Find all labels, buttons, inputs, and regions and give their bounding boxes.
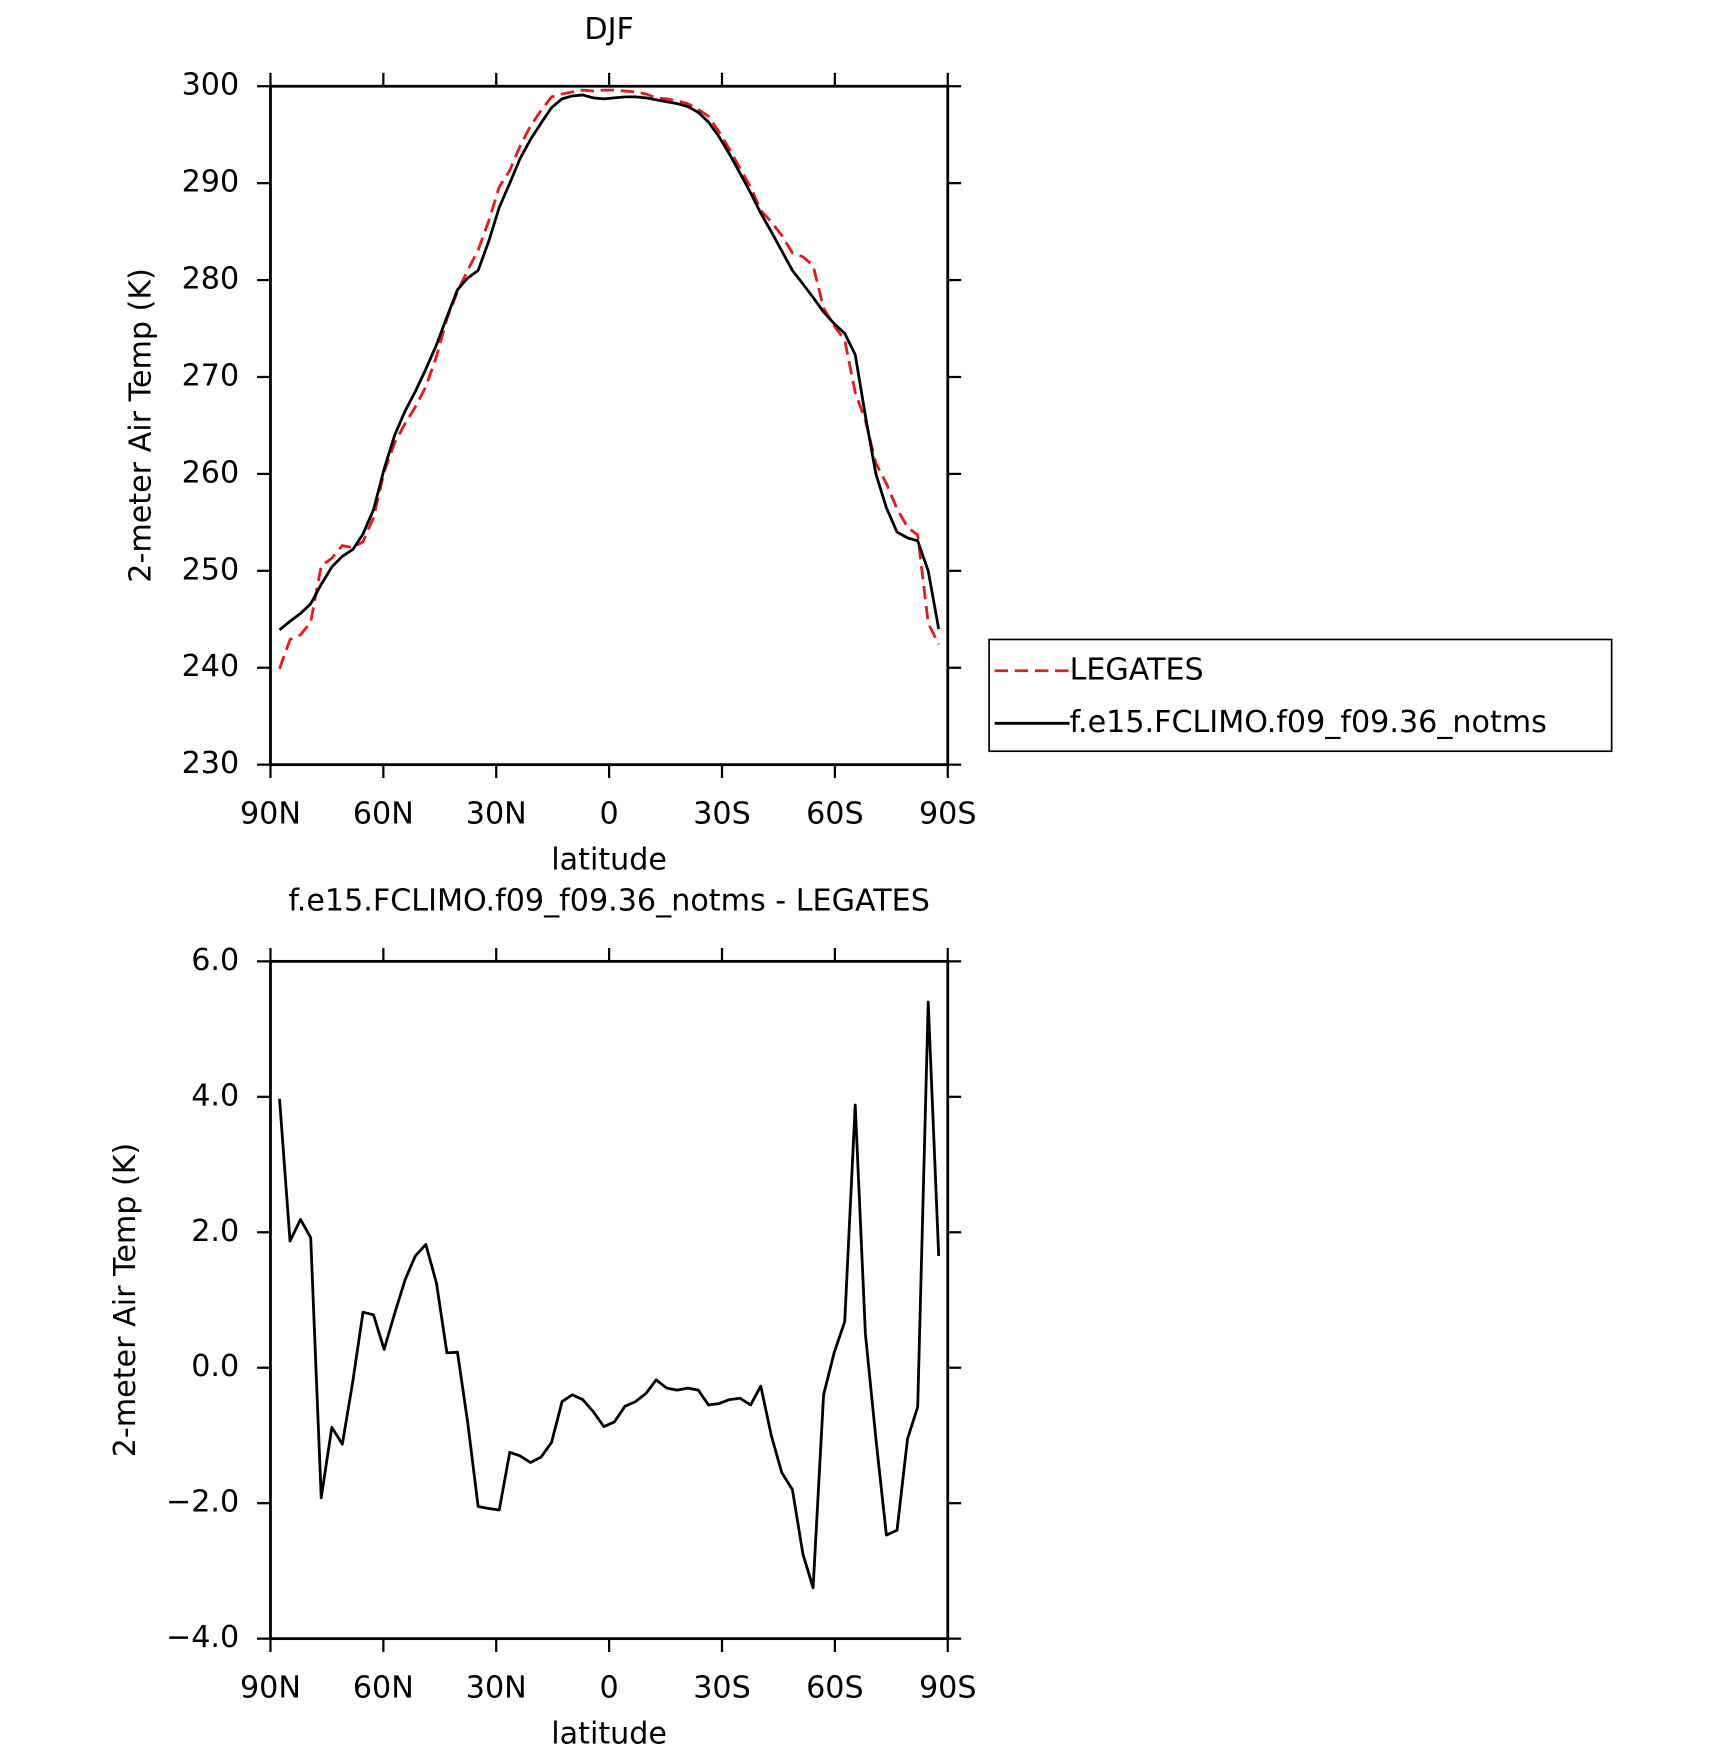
y-tick-label: 260: [182, 455, 240, 490]
y-tick-label: 280: [182, 262, 240, 297]
x-tick-label: 90N: [240, 796, 301, 831]
y-tick-label: 0.0: [191, 1349, 239, 1384]
x-tick-label: 60S: [806, 1670, 864, 1705]
plot-frame: [269, 959, 950, 1641]
x-tick-label: 60S: [806, 796, 864, 831]
chart-title: DJF: [584, 12, 633, 47]
y-tick-label: 270: [182, 358, 240, 393]
y-tick-label: 250: [182, 552, 240, 587]
x-tick-label: 90S: [919, 1670, 977, 1705]
y-tick-label: 6.0: [191, 943, 239, 978]
x-tick-label: 60N: [353, 1670, 414, 1705]
data-line: [278, 1000, 941, 1590]
x-tick-label: 60N: [353, 796, 414, 831]
y-tick-label: 300: [182, 68, 240, 103]
x-tick-label: 30S: [693, 1670, 751, 1705]
chart-title: f.e15.FCLIMO.f09_f09.36_notms - LEGATES: [288, 884, 929, 919]
x-tick-label: 30S: [693, 796, 751, 831]
plot-frame: [269, 84, 950, 767]
x-tick-label: 30N: [466, 1670, 527, 1705]
y-tick-label: 240: [182, 649, 240, 684]
y-tick-label: 290: [182, 165, 240, 200]
legend-label: LEGATES: [1070, 652, 1204, 687]
y-tick-label: −2.0: [166, 1485, 239, 1520]
y-tick-label: 2.0: [191, 1214, 239, 1249]
legend-label: f.e15.FCLIMO.f09_f09.36_notms: [1070, 705, 1547, 740]
x-axis-label: latitude: [551, 842, 667, 877]
x-tick-label: 90N: [240, 1670, 301, 1705]
y-tick-label: 4.0: [191, 1078, 239, 1113]
x-tick-label: 0: [600, 1670, 619, 1705]
y-tick-label: 230: [182, 746, 240, 781]
x-tick-label: 30N: [466, 796, 527, 831]
x-tick-label: 90S: [919, 796, 977, 831]
x-axis-label: latitude: [551, 1716, 667, 1745]
y-axis-label: 2-meter Air Temp (K): [123, 268, 158, 583]
series-line: [278, 93, 941, 632]
y-tick-label: −4.0: [166, 1620, 239, 1655]
series-line: [278, 88, 940, 670]
x-tick-label: 0: [600, 796, 619, 831]
legend-box: [988, 638, 1613, 753]
y-axis-label: 2-meter Air Temp (K): [108, 1143, 143, 1458]
